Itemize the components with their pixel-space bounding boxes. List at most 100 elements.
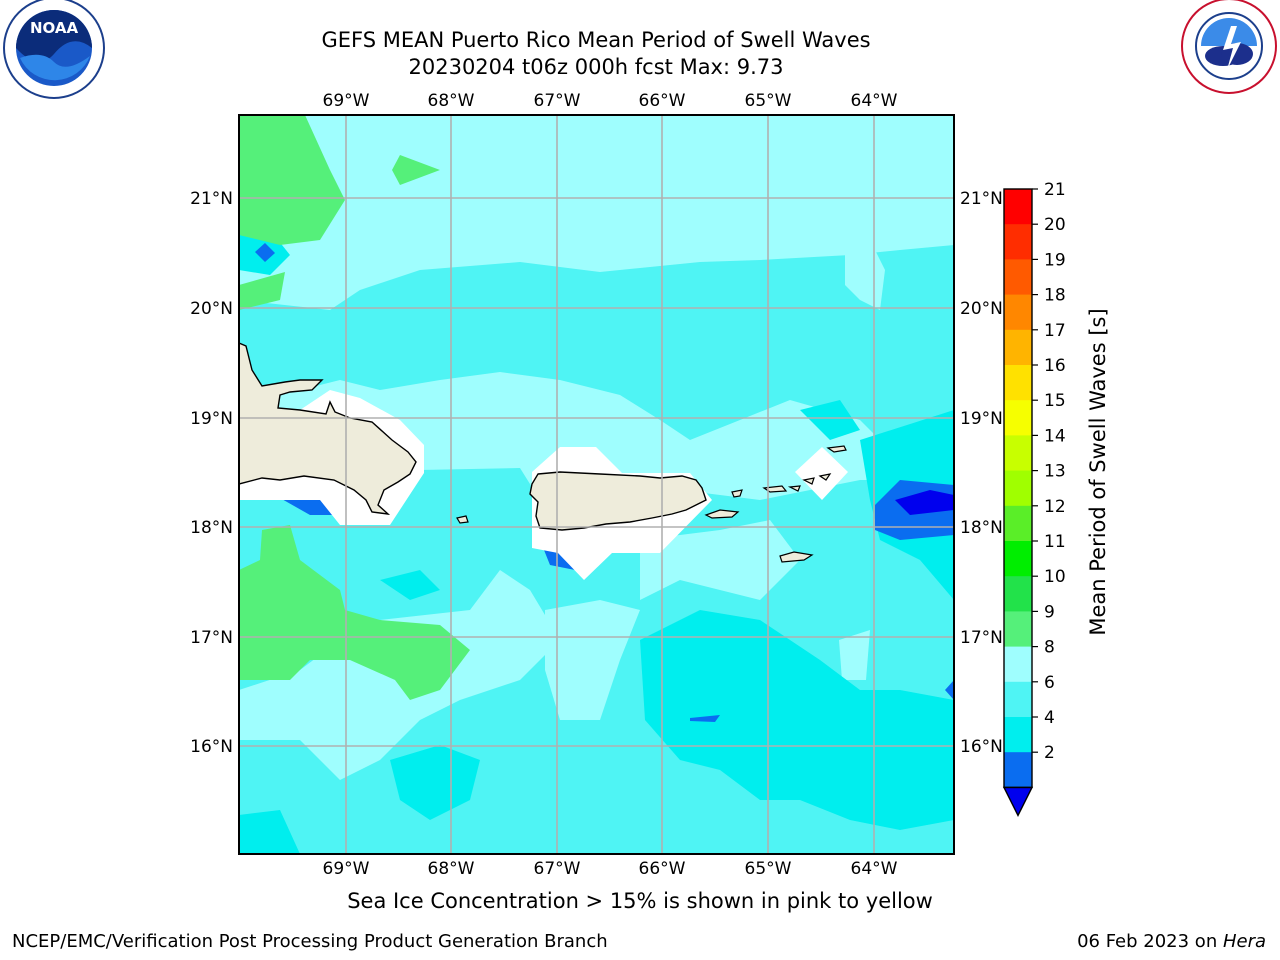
chart-subtitle: 20230204 t06z 000h fcst Max: 9.73 [408, 55, 784, 79]
colorbar-segment [1004, 505, 1032, 542]
lat-label-left-16n: 16°N [190, 737, 233, 757]
band-2-4-south [690, 715, 720, 722]
lon-label-bottom-65w: 65°W [745, 859, 792, 879]
lon-label-bottom-64w: 64°W [851, 859, 898, 879]
lat-label-right-19n: 19°N [960, 409, 1003, 429]
colorbar-tick-label: 8 [1044, 638, 1055, 658]
land-mona-island [456, 515, 469, 524]
band-under-2-east [895, 490, 954, 515]
colorbar-tick-label: 10 [1044, 567, 1066, 587]
colorbar: 21 20 19 18 17 16 15 14 13 12 11 10 9 8 6 4 2 [1002, 180, 1066, 817]
land-vieques [704, 509, 740, 519]
colorbar-segment [1004, 435, 1032, 472]
lat-label-right-16n: 16°N [960, 737, 1003, 757]
colorbar-frame [1003, 188, 1033, 789]
land-virgin-gorda [818, 473, 832, 481]
colorbar-tick-label: 14 [1044, 426, 1066, 446]
nws-logo [1181, 0, 1277, 94]
colorbar-segment [1004, 646, 1032, 683]
colorbar-segment [1004, 329, 1032, 366]
noaa-logo: NOAA [3, 0, 105, 99]
map-frame [238, 114, 955, 855]
lon-label-top-69w: 69°W [323, 91, 370, 111]
colorbar-tick-label: 20 [1044, 215, 1066, 235]
lon-label-top-64w: 64°W [851, 91, 898, 111]
colorbar-tick-label: 9 [1044, 602, 1055, 622]
band-2-4-east-edge [945, 680, 954, 700]
lon-label-bottom-68w: 68°W [428, 859, 475, 879]
colorbar-segment [1004, 294, 1032, 331]
colorbar-segment [1004, 611, 1032, 648]
lon-label-bottom-67w: 67°W [534, 859, 581, 879]
noaa-logo-text: NOAA [30, 19, 79, 37]
colorbar-tick-label: 15 [1044, 391, 1066, 411]
band-4-6-south [390, 745, 480, 820]
band-4-6-southeast [640, 610, 954, 830]
colorbar-segment [1004, 752, 1032, 788]
mask-virgin-islands [795, 447, 848, 500]
band-4-6-sw-mid [380, 570, 440, 600]
lat-label-right-17n: 17°N [960, 628, 1003, 648]
colorbar-segment [1004, 365, 1032, 401]
colorbar-segment [1004, 259, 1032, 296]
band-6-8-north [239, 245, 954, 470]
band-9-10-west [239, 272, 285, 310]
colorbar-tick-label: 4 [1044, 708, 1055, 728]
lat-label-left-18n: 18°N [190, 518, 233, 538]
colorbar-tick-label: 6 [1044, 673, 1055, 693]
colorbar-tick-label: 16 [1044, 356, 1066, 376]
band-8-9-pocket-4 [845, 240, 885, 310]
colorbar-tick-label: 12 [1044, 497, 1066, 517]
colorbar-tick-label: 19 [1044, 250, 1066, 270]
lat-label-right-20n: 20°N [960, 299, 1003, 319]
colorbar-tick-label: 17 [1044, 321, 1066, 341]
sea-ice-note: Sea Ice Concentration > 15% is shown in … [347, 889, 933, 913]
colorbar-segment [1004, 717, 1032, 753]
lat-label-left-19n: 19°N [190, 409, 233, 429]
colorbar-segment [1004, 576, 1032, 612]
colorbar-segment [1004, 541, 1032, 577]
band-9-10-north-mid [392, 155, 440, 185]
band-2-4-west [255, 243, 275, 262]
colorbar-tick-label: 21 [1044, 180, 1066, 200]
colorbar-segment [1004, 400, 1032, 436]
colorbar-tick-label: 11 [1044, 532, 1066, 552]
band-8-9-pocket-2 [545, 600, 640, 720]
lon-label-top-66w: 66°W [639, 91, 686, 111]
band-9-10-southwest [239, 525, 470, 700]
colorbar-segment [1004, 189, 1032, 225]
date-text: 06 Feb 2023 on [1077, 931, 1223, 952]
colorbar-segment [1004, 470, 1032, 507]
lat-label-left-20n: 20°N [190, 299, 233, 319]
gridlines [239, 115, 954, 854]
band-8-9-pocket-3 [640, 520, 800, 600]
band-8-9-pocket-5 [839, 630, 870, 680]
lat-label-right-18n: 18°N [960, 518, 1003, 538]
lon-label-bottom-69w: 69°W [323, 859, 370, 879]
land-st-john [787, 485, 801, 492]
machine-name: Hera [1222, 931, 1266, 952]
band-2-4-hispaniola [280, 498, 335, 515]
credit-line: NCEP/EMC/Verification Post Processing Pr… [12, 931, 608, 952]
swell-period-field [239, 115, 954, 854]
lat-label-left-21n: 21°N [190, 189, 233, 209]
colorbar-segment [1004, 681, 1032, 718]
band-4-6-north [800, 400, 860, 440]
colorbar-tick-label: 2 [1044, 743, 1055, 763]
band-9-10-northwest [239, 115, 345, 245]
land-tortola [802, 477, 815, 485]
lat-label-left-17n: 17°N [190, 628, 233, 648]
colorbar-under-triangle [1002, 786, 1034, 817]
land-anegada [826, 445, 847, 453]
lon-label-top-65w: 65°W [745, 91, 792, 111]
chart-title: GEFS MEAN Puerto Rico Mean Period of Swe… [321, 28, 871, 52]
lon-label-top-67w: 67°W [534, 91, 581, 111]
colorbar-tick-label: 13 [1044, 462, 1066, 482]
land-culebra [731, 489, 743, 498]
land-st-croix [779, 551, 814, 563]
colorbar-segment [1004, 224, 1032, 260]
colorbar-label: Mean Period of Swell Waves [s] [1086, 308, 1110, 635]
lon-label-bottom-66w: 66°W [639, 859, 686, 879]
land-hispaniola [239, 342, 417, 515]
